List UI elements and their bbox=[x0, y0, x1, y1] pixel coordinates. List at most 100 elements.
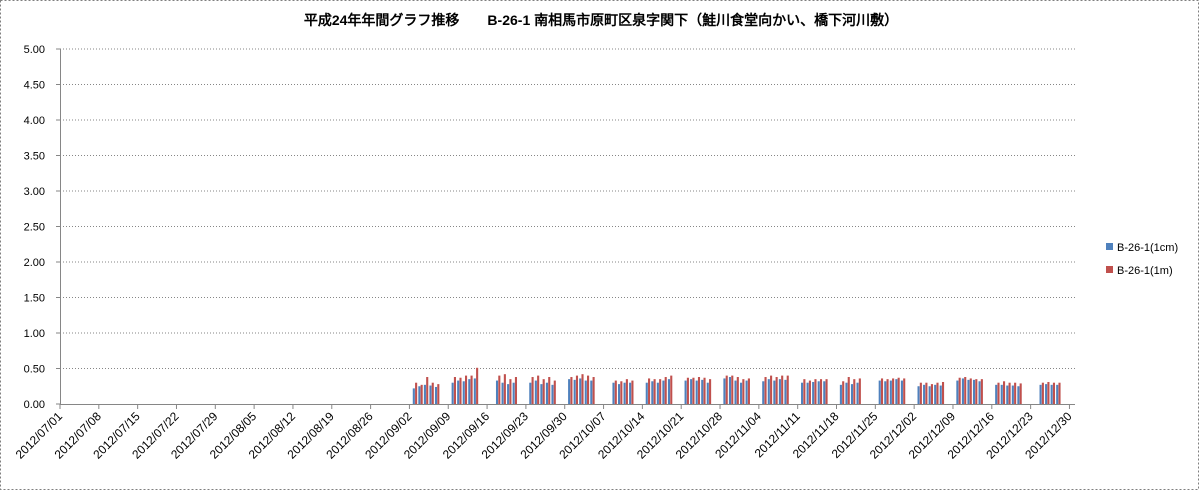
bar-1cm bbox=[1000, 384, 1003, 404]
bar-1cm bbox=[961, 378, 964, 404]
y-tick-label: 0.00 bbox=[24, 399, 45, 411]
bar-1m bbox=[814, 379, 817, 404]
bar-1cm bbox=[956, 380, 959, 404]
bar-1cm bbox=[573, 379, 576, 404]
bar-1m bbox=[664, 377, 667, 404]
bar-1m bbox=[742, 379, 745, 404]
bar-1cm bbox=[551, 384, 554, 404]
bar-1cm bbox=[939, 385, 942, 404]
bar-1m bbox=[980, 379, 983, 404]
bar-1cm bbox=[934, 384, 937, 404]
bar-1m bbox=[1047, 381, 1050, 404]
bar-1cm bbox=[623, 382, 626, 404]
bar-1cm bbox=[429, 385, 432, 404]
bar-1m bbox=[653, 379, 656, 404]
bar-1m bbox=[415, 382, 418, 404]
bar-1m bbox=[420, 384, 423, 404]
bar-1m bbox=[803, 379, 806, 404]
bar-1m bbox=[697, 377, 701, 404]
bar-1m bbox=[670, 375, 673, 404]
bar-1m bbox=[426, 377, 429, 404]
legend-label-1cm: B-26-1(1cm) bbox=[1117, 242, 1178, 254]
bar-1cm bbox=[617, 384, 621, 404]
bar-1m bbox=[897, 377, 900, 404]
bar-1m bbox=[858, 378, 861, 404]
bar-1cm bbox=[878, 380, 881, 404]
bar-1cm bbox=[728, 377, 732, 404]
y-tick-label: 2.00 bbox=[24, 257, 45, 269]
bar-1cm bbox=[690, 379, 693, 404]
bar-1m bbox=[470, 375, 473, 404]
bar-1m bbox=[648, 378, 651, 404]
bar-1cm bbox=[817, 381, 820, 404]
bar-1m bbox=[842, 381, 845, 404]
bar-1m bbox=[764, 377, 767, 404]
bar-1cm bbox=[645, 382, 648, 404]
bar-1m bbox=[936, 382, 939, 404]
bar-1m bbox=[1041, 382, 1044, 404]
bar-1m bbox=[1019, 383, 1022, 404]
bar-1cm bbox=[451, 382, 454, 404]
bar-1m bbox=[620, 381, 623, 404]
bar-1cm bbox=[823, 381, 826, 404]
bar-1m bbox=[1058, 382, 1061, 404]
bar-1cm bbox=[529, 382, 532, 404]
bar-1m bbox=[969, 378, 972, 404]
legend-swatch-1m bbox=[1106, 266, 1113, 273]
bar-1cm bbox=[473, 378, 476, 404]
bar-1m bbox=[731, 375, 734, 404]
y-tick-label: 0.50 bbox=[24, 364, 45, 376]
bar-1m bbox=[825, 379, 828, 404]
bar-1cm bbox=[706, 382, 709, 404]
bar-1m bbox=[775, 377, 778, 404]
bar-1cm bbox=[767, 379, 770, 404]
bar-1m bbox=[903, 378, 906, 404]
bar-1m bbox=[703, 377, 706, 404]
bar-1m bbox=[592, 377, 595, 404]
legend: B-26-1(1cm) B-26-1(1m) bbox=[1106, 242, 1178, 277]
bar-1m bbox=[725, 375, 728, 404]
chart-title: 平成24年年間グラフ推移 B-26-1 南相馬市原町区泉字関下（鮭川食堂向かい、… bbox=[304, 12, 898, 28]
bar-1m bbox=[498, 375, 501, 404]
bar-1m bbox=[1002, 381, 1006, 404]
y-tick-label: 2.50 bbox=[24, 222, 45, 234]
bar-1m bbox=[509, 379, 512, 404]
bar-1cm bbox=[734, 380, 737, 404]
bar-1cm bbox=[978, 381, 981, 404]
bar-1m bbox=[548, 377, 551, 404]
bar-1m bbox=[736, 377, 739, 404]
bar-1m bbox=[770, 375, 773, 404]
bar-1m bbox=[659, 379, 662, 404]
bar-1m bbox=[476, 367, 479, 404]
bar-1m bbox=[941, 381, 945, 404]
bar-1m bbox=[781, 375, 784, 404]
bar-1cm bbox=[667, 379, 671, 404]
bar-1m bbox=[997, 382, 1000, 404]
bar-1cm bbox=[612, 382, 615, 404]
bar-1cm bbox=[651, 381, 654, 404]
y-axis: 0.00 0.50 1.00 1.50 2.00 2.50 3.00 3.50 4.00 4.50… bbox=[24, 44, 61, 411]
bar-1cm bbox=[495, 380, 499, 404]
bar-1m bbox=[531, 377, 534, 404]
bar-1cm bbox=[468, 379, 471, 404]
bar-1cm bbox=[1006, 385, 1009, 404]
bar-1cm bbox=[423, 384, 426, 404]
bar-1m bbox=[964, 377, 967, 404]
bar-1cm bbox=[1011, 385, 1014, 404]
bar-1m bbox=[819, 379, 823, 404]
bar-1m bbox=[542, 379, 545, 404]
y-tick-label: 4.50 bbox=[24, 80, 45, 92]
bar-1cm bbox=[917, 386, 920, 404]
bar-1cm bbox=[462, 381, 465, 404]
bar-1m bbox=[437, 384, 440, 404]
bar-1cm bbox=[545, 382, 548, 404]
bar-1m bbox=[958, 377, 961, 404]
bar-1cm bbox=[512, 382, 515, 404]
bar-1m bbox=[631, 380, 634, 404]
bar-1cm bbox=[895, 379, 898, 404]
bar-1m bbox=[919, 382, 922, 404]
bar-1cm bbox=[579, 378, 582, 404]
bar-1m bbox=[930, 384, 933, 404]
y-tick-label: 3.50 bbox=[24, 151, 45, 163]
